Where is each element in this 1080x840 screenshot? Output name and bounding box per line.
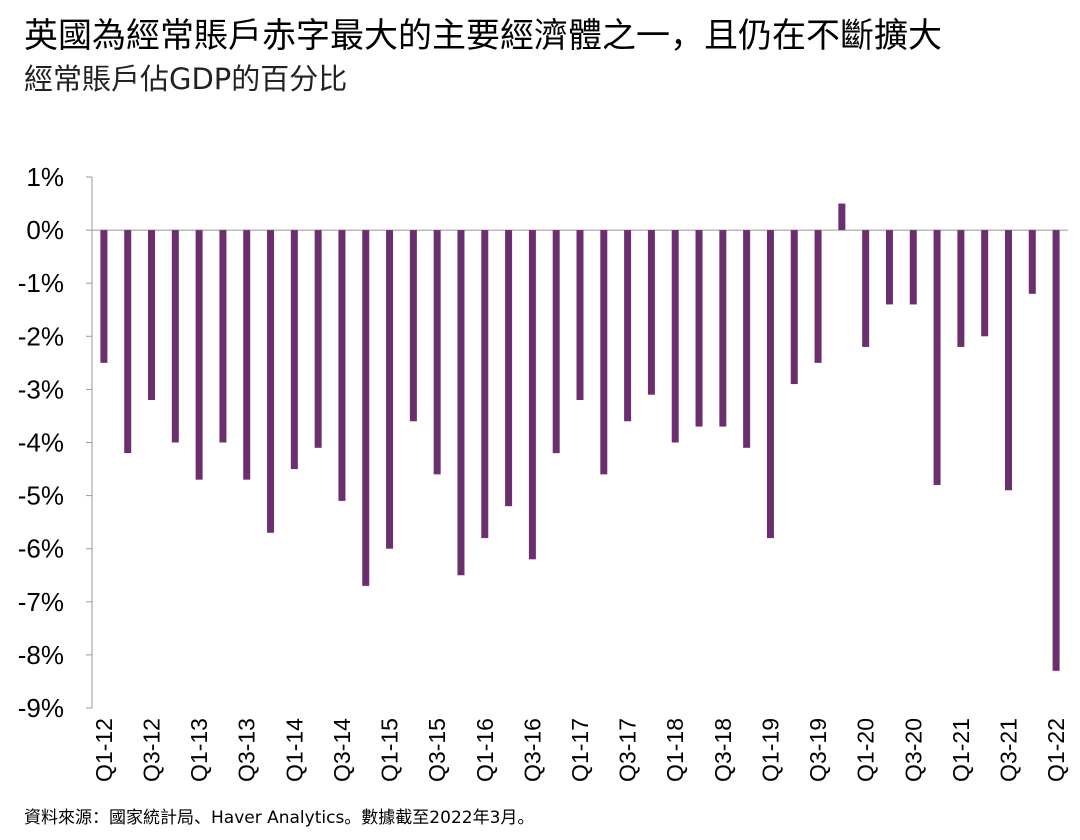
y-tick-label: -4% xyxy=(18,428,64,458)
y-tick-label: 0% xyxy=(26,215,64,245)
bar-q1-16 xyxy=(481,230,489,539)
x-tick-label: Q3-19 xyxy=(805,718,831,782)
y-tick-label: -5% xyxy=(18,481,64,511)
x-tick-label: Q1-20 xyxy=(853,718,879,782)
x-tick-label: Q1-22 xyxy=(1043,718,1069,782)
bar-q3-19 xyxy=(814,230,822,363)
bar-q1-13 xyxy=(195,230,203,480)
y-tick-label: 1% xyxy=(26,162,64,192)
x-tick-label: Q3-15 xyxy=(424,718,450,782)
bar-q4-19 xyxy=(838,203,846,231)
bar-q1-17 xyxy=(576,230,584,401)
y-tick-label: -8% xyxy=(18,640,64,670)
bar-q4-18 xyxy=(743,230,751,448)
x-tick-label: Q3-17 xyxy=(615,718,641,782)
x-tick-label: Q1-19 xyxy=(757,718,783,782)
chart-title: 英國為經常賬戶赤字最大的主要經濟體之一，且仍在不斷擴大 xyxy=(24,16,942,56)
bar-q1-15 xyxy=(386,230,394,549)
bar-q4-21 xyxy=(1028,230,1036,294)
bar-q3-21 xyxy=(1004,230,1012,491)
bar-q1-20 xyxy=(862,230,870,347)
bar-q2-14 xyxy=(314,230,322,448)
bar-q2-20 xyxy=(885,230,893,305)
bar-q4-13 xyxy=(267,230,275,533)
bar-q2-17 xyxy=(600,230,608,475)
bar-q2-13 xyxy=(219,230,227,443)
bar-q1-12 xyxy=(100,230,108,363)
bar-q3-15 xyxy=(433,230,441,475)
bar-q1-18 xyxy=(671,230,679,443)
x-tick-label: Q3-21 xyxy=(995,718,1021,782)
bar-q4-16 xyxy=(552,230,560,454)
bar-q1-14 xyxy=(290,230,298,470)
x-tick-label: Q1-14 xyxy=(281,718,307,782)
bar-q4-20 xyxy=(933,230,941,485)
bar-q3-16 xyxy=(528,230,536,560)
y-tick-label: -6% xyxy=(18,534,64,564)
y-tick-label: -2% xyxy=(18,321,64,351)
bars xyxy=(100,203,1060,671)
bar-q2-16 xyxy=(505,230,513,507)
bar-q2-18 xyxy=(695,230,703,427)
bar-q4-17 xyxy=(647,230,655,395)
x-tick-label: Q1-18 xyxy=(662,718,688,782)
bar-q1-21 xyxy=(957,230,965,347)
x-tick-label: Q1-13 xyxy=(186,718,212,782)
x-tick-label: Q1-12 xyxy=(91,718,117,782)
bar-q3-12 xyxy=(148,230,156,401)
y-tick-label: -3% xyxy=(18,374,64,404)
bar-q2-12 xyxy=(124,230,132,454)
y-tick-label: -7% xyxy=(18,587,64,617)
bar-q4-15 xyxy=(457,230,465,576)
bar-q1-22 xyxy=(1052,230,1060,671)
chart-subtitle: 經常賬戶佔GDP的百分比 xyxy=(24,62,348,96)
x-tick-label: Q1-16 xyxy=(472,718,498,782)
y-axis: 1% 0% -1% -2% -3% -4% -5% -6% -7% -8% -9% xyxy=(18,162,93,723)
x-tick-label: Q3-18 xyxy=(710,718,736,782)
source-note: 資料來源：國家統計局、Haver Analytics。數據截至2022年3月。 xyxy=(24,808,535,828)
y-tick-label: -9% xyxy=(18,693,64,723)
x-tick-label: Q3-12 xyxy=(139,718,165,782)
x-tick-label: Q3-14 xyxy=(329,718,355,782)
x-tick-label: Q3-13 xyxy=(234,718,260,782)
x-tick-label: Q3-16 xyxy=(519,718,545,782)
x-tick-label: Q3-20 xyxy=(900,718,926,782)
bar-q4-14 xyxy=(362,230,370,586)
bar-q2-15 xyxy=(409,230,417,422)
bar-q2-21 xyxy=(981,230,989,337)
bar-q3-17 xyxy=(624,230,632,422)
bar-q3-13 xyxy=(243,230,251,480)
bar-q3-18 xyxy=(719,230,727,427)
x-tick-label: Q1-17 xyxy=(567,718,593,782)
bar-q3-14 xyxy=(338,230,346,501)
bar-q2-19 xyxy=(790,230,798,385)
y-tick-label: -1% xyxy=(18,268,64,298)
bar-q4-12 xyxy=(171,230,179,443)
x-tick-label: Q1-15 xyxy=(377,718,403,782)
x-tick-label: Q1-21 xyxy=(948,718,974,782)
bar-q3-20 xyxy=(909,230,917,305)
bar-q1-19 xyxy=(766,230,774,539)
